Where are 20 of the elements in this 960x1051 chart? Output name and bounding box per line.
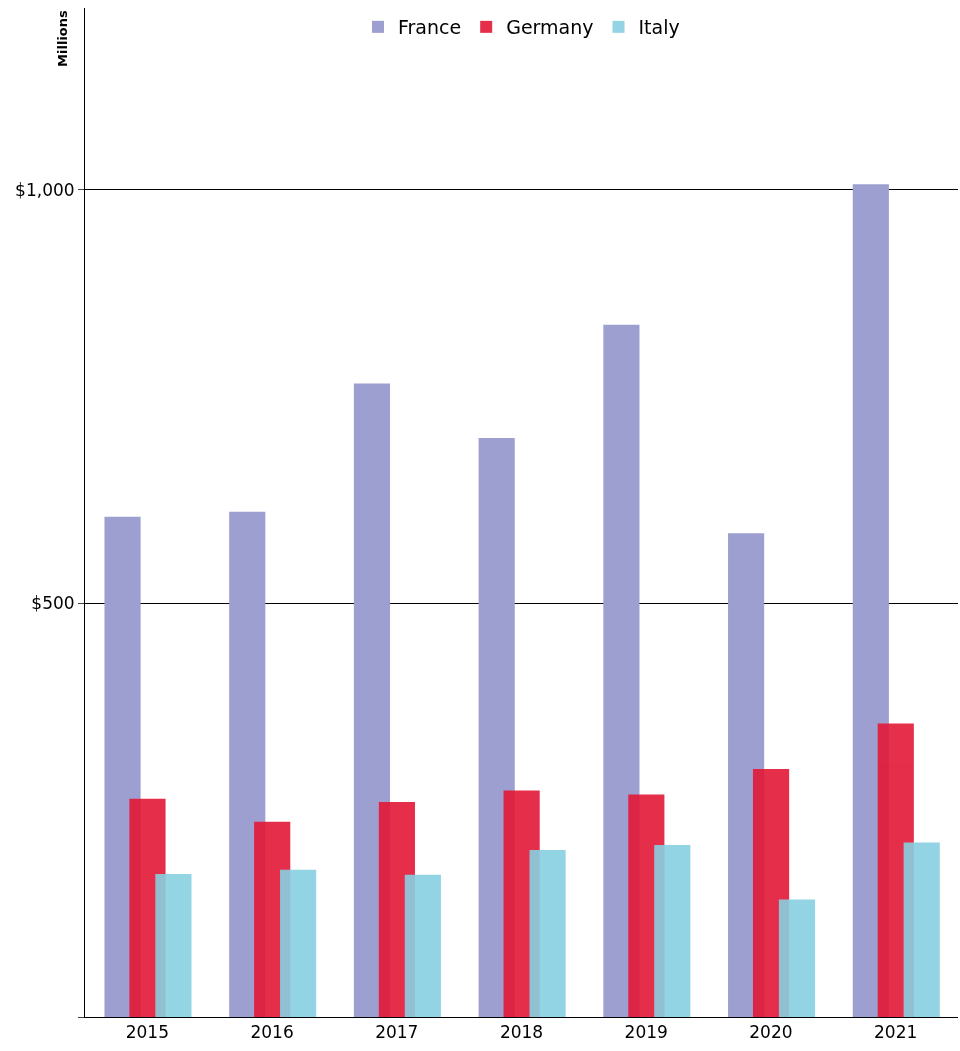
bar [903,842,940,1017]
legend-label: Germany [506,16,594,39]
x-tick-label: 2017 [375,1022,419,1043]
bar [778,899,816,1017]
x-tick-label: 2020 [749,1022,793,1043]
y-axis-title: Millions [54,9,70,67]
bar [155,873,192,1017]
y-tick-label: $1,000 [15,179,75,200]
x-tick-label: 2016 [250,1022,294,1043]
x-tick-label: 2018 [499,1022,544,1043]
legend-label: Italy [638,16,680,39]
bar [404,874,441,1017]
bar [529,849,566,1017]
y-tick-label: $500 [31,593,75,614]
bar [280,869,317,1017]
x-tick-label: 2021 [874,1022,918,1043]
x-tick-label: 2015 [125,1022,169,1043]
bar [654,844,691,1017]
legend-label: France [398,16,462,39]
x-tick-label: 2019 [624,1022,668,1043]
